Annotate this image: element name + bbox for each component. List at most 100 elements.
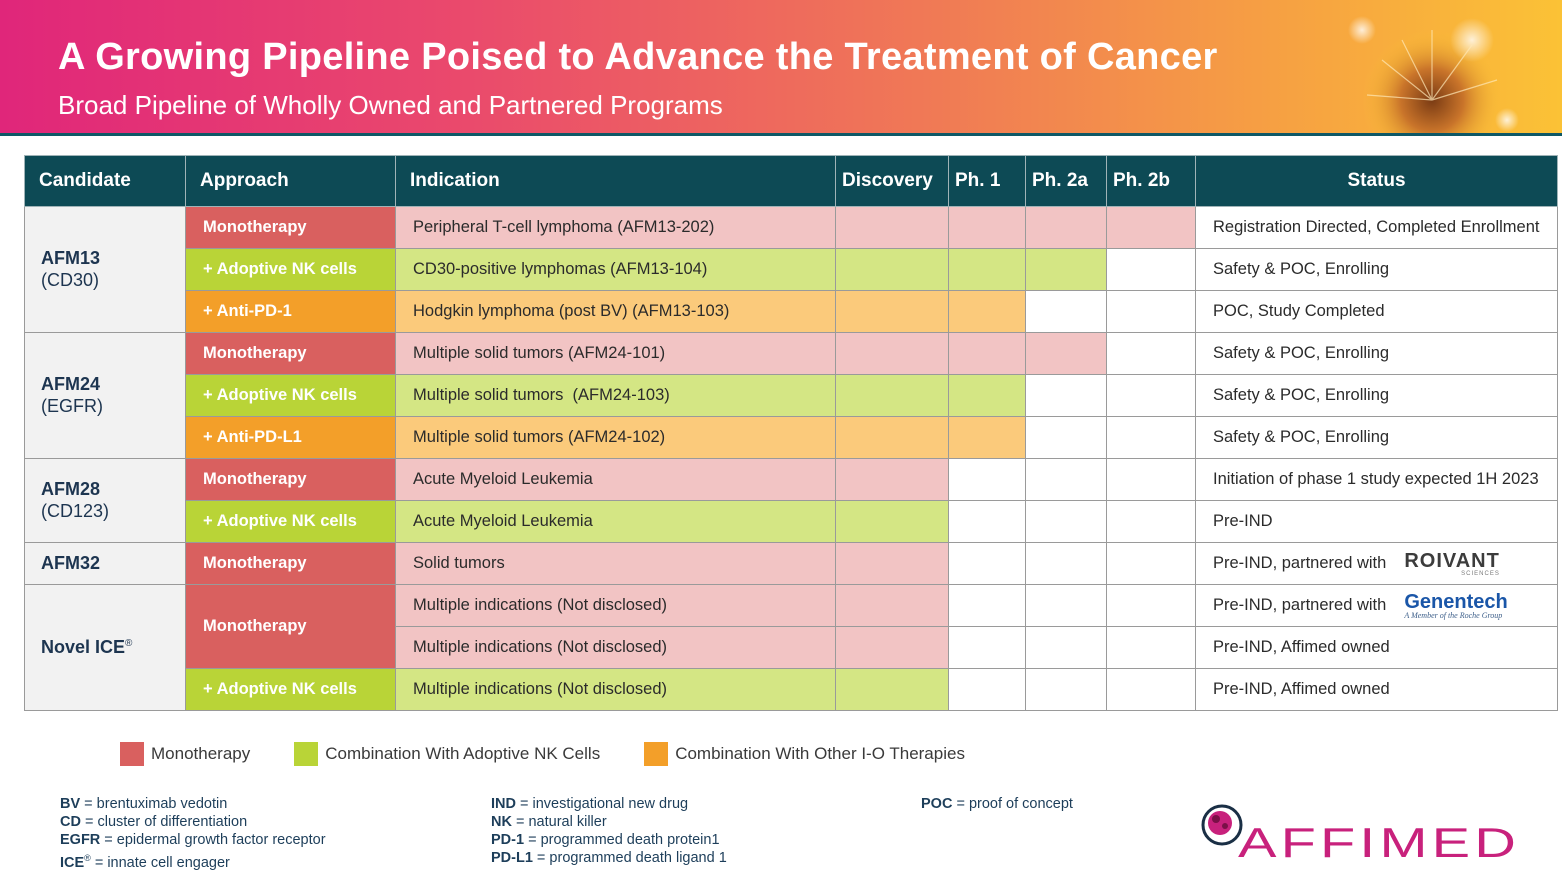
candidate-name: Novel ICE [41,636,126,657]
page-subtitle: Broad Pipeline of Wholly Owned and Partn… [58,90,723,120]
abbr-def: = programmed death protein1 [524,832,720,848]
status-cell: POC, Study Completed [1195,290,1558,333]
indication-cell: Peripheral T-cell lymphoma (AFM13-202) [395,206,836,249]
phase-bar-ph1 [948,290,1026,333]
abbr-def: = epidermal growth factor receptor [100,832,326,848]
col-header-candidate: Candidate [24,155,186,207]
phase-empty-ph1 [948,542,1026,585]
abbreviation: CD = cluster of differentiation [60,813,326,831]
table-row: + Adoptive NK cells CD30-positive lympho… [25,248,1558,291]
table-row: AFM13 (CD30) Monotherapy Peripheral T-ce… [24,206,1558,333]
abbreviation: PD-1 = programmed death protein1 [491,831,727,849]
table-row: Multiple indications (Not disclosed) Pre… [25,626,1558,669]
legend-label: Combination With Other I-O Therapies [675,744,965,763]
phase-bar-discovery [835,500,949,543]
abbr-term: CD [60,814,81,830]
table-row: AFM24 (EGFR) Monotherapy Multiple solid … [24,332,1558,459]
table-row: AFM32 Monotherapy Solid tumors Pre-IND, … [24,542,1558,585]
phase-empty-ph2a [1025,668,1107,711]
indication-cell: CD30-positive lymphomas (AFM13-104) [395,248,836,291]
phase-empty-ph2a [1025,542,1107,585]
candidate-afm28: AFM28 (CD123) [24,458,186,543]
indication-cell: Multiple indications (Not disclosed) [395,584,836,627]
abbreviations-col-3: POC = proof of concept [921,795,1073,813]
candidate-afm13: AFM13 (CD30) [24,206,186,333]
phase-empty-ph2a [1025,500,1107,543]
abbr-def: = investigational new drug [515,796,689,812]
legend-swatch [120,742,144,766]
phase-empty-ph2a [1025,374,1107,417]
abbr-def: = proof of concept [952,796,1073,812]
approach-cell: Monotherapy [185,542,396,585]
phase-bar-discovery [835,248,949,291]
abbr-term: PD-L1 [491,850,533,866]
abbreviation: ICE® = innate cell engager [60,849,326,872]
phase-empty-ph2b [1106,584,1196,627]
phase-bar-discovery [835,374,949,417]
phase-empty-ph2b [1106,332,1196,375]
phase-bar-discovery [835,290,949,333]
status-text: Pre-IND, partnered with [1213,554,1387,572]
phase-bar-ph1 [948,206,1026,249]
abbr-term: IND [491,796,516,812]
table-row: AFM28 (CD123) Monotherapy Acute Myeloid … [24,458,1558,543]
candidate-novel-ice: Novel ICE® [24,584,186,711]
status-cell: Safety & POC, Enrolling [1195,248,1558,291]
abbr-def: = natural killer [511,814,607,830]
approach-cell: + Anti-PD-L1 [185,416,396,459]
col-header-ph1: Ph. 1 [948,155,1026,207]
candidate-target: (CD30) [41,269,100,290]
status-cell: Safety & POC, Enrolling [1195,416,1558,459]
abbr-def: = programmed death ligand 1 [532,850,727,866]
phase-empty-ph2b [1106,626,1196,669]
candidate-name: AFM24 [41,373,101,394]
phase-bar-ph1 [948,248,1026,291]
approach-cell: Monotherapy [185,584,396,669]
phase-bar-ph1 [948,416,1026,459]
roivant-logo: ROIVANT SCIENCES [1404,551,1500,577]
phase-empty-ph2b [1106,290,1196,333]
phase-bar-discovery [835,332,949,375]
status-cell: Pre-IND [1195,500,1558,543]
status-cell: Pre-IND, Affimed owned [1195,668,1558,711]
indication-cell: Hodgkin lymphoma (post BV) (AFM13-103) [395,290,836,333]
table-row: + Anti-PD-1 Hodgkin lymphoma (post BV) (… [25,290,1558,333]
approach-cell: + Adoptive NK cells [185,248,396,291]
phase-bar-discovery [835,626,949,669]
legend-swatch [294,742,319,766]
phase-empty-ph1 [948,626,1026,669]
phase-empty-ph2b [1106,542,1196,585]
phase-bar-discovery [835,542,949,585]
table-row: + Adoptive NK cells Acute Myeloid Leukem… [25,500,1558,543]
indication-cell: Acute Myeloid Leukemia [395,458,836,501]
phase-empty-ph2b [1106,248,1196,291]
status-cell: Registration Directed, Completed Enrollm… [1195,206,1558,249]
phase-bar-discovery [835,584,949,627]
abbr-term: BV [60,796,81,812]
phase-bar-discovery [835,206,949,249]
col-header-discovery: Discovery [835,155,949,207]
approach-cell: Monotherapy [185,458,396,501]
legend: Monotherapy Combination With Adoptive NK… [120,742,1009,766]
phase-empty-ph1 [948,668,1026,711]
genentech-logo: Genentech A Member of the Roche Group [1404,592,1507,620]
candidate-target: (CD123) [41,500,110,521]
col-header-ph2b: Ph. 2b [1106,155,1196,207]
indication-cell: Multiple indications (Not disclosed) [395,668,836,711]
affimed-logo: AFFIMED [1201,804,1517,861]
approach-cell: + Adoptive NK cells [185,374,396,417]
header-banner: A Growing Pipeline Poised to Advance the… [0,0,1562,136]
approach-cell: + Adoptive NK cells [185,668,396,711]
table-row: + Anti-PD-L1 Multiple solid tumors (AFM2… [25,416,1558,459]
pipeline-table: Candidate Approach Indication Discovery … [24,155,1558,711]
partner-logo-subtext: A Member of the Roche Group [1404,610,1503,620]
col-header-indication: Indication [395,155,836,207]
abbr-def: = brentuximab vedotin [80,796,228,812]
phase-bar-ph1 [948,374,1026,417]
phase-bar-discovery [835,458,949,501]
abbreviation: POC = proof of concept [921,795,1073,813]
phase-bar-ph2a [1025,332,1107,375]
cancer-cell-icon [1348,16,1519,136]
phase-empty-ph1 [948,458,1026,501]
status-cell: Pre-IND, Affimed owned [1195,626,1558,669]
